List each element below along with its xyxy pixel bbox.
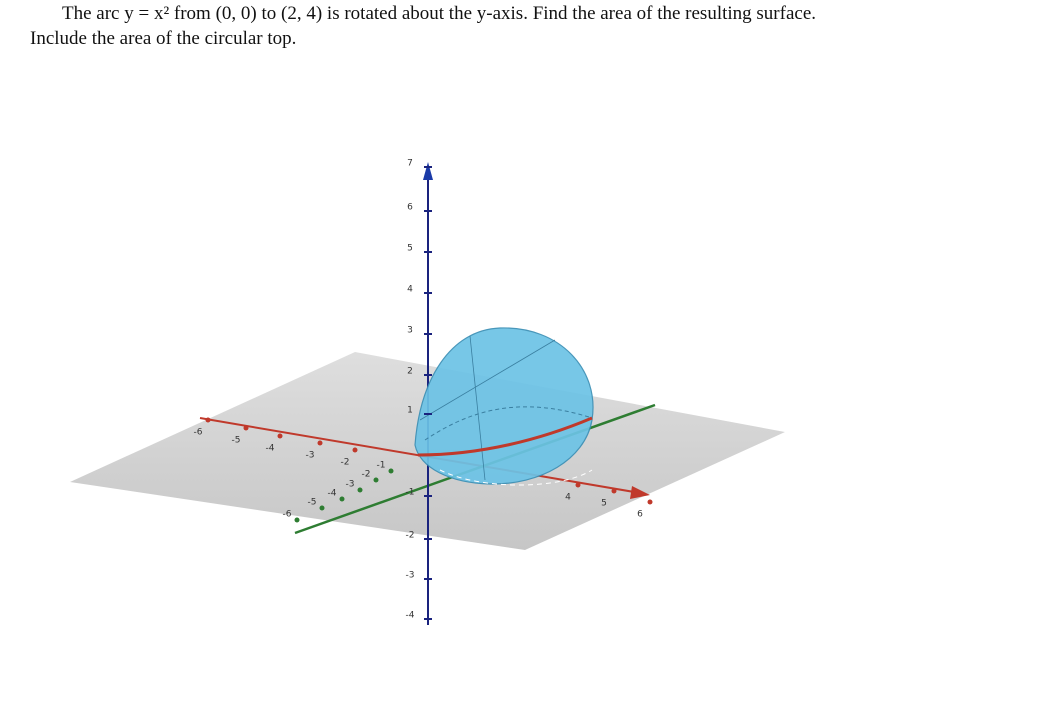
tick-dot: [339, 496, 345, 502]
tick-dot: [317, 440, 323, 446]
axis-label: -1: [377, 461, 386, 471]
paraboloid: [414, 327, 594, 485]
arc: [417, 416, 593, 457]
axis-label: -5: [232, 436, 241, 446]
tick-dot: [611, 488, 617, 494]
tick-dot: [243, 425, 249, 431]
axis-label: -4: [406, 611, 415, 621]
question-line: The arc y = x² from (0, 0) to (2, 4) is …: [62, 3, 817, 24]
tick-dot: [373, 477, 379, 483]
tick-dot: [575, 482, 581, 488]
axis-label: 7: [407, 159, 413, 169]
axis-label: -3: [306, 451, 315, 461]
tick-dot: [352, 447, 358, 453]
arrow: [630, 486, 650, 499]
axis-label: -1: [406, 488, 415, 498]
axis-label: -4: [266, 444, 275, 454]
axis-label: 5: [601, 499, 607, 509]
axis-label: 3: [407, 326, 413, 336]
axis-label: 1: [407, 406, 413, 416]
axis-label: -6: [283, 510, 292, 520]
green-axis: [294, 403, 656, 535]
axis-label: 6: [407, 203, 413, 213]
axis-label: -3: [346, 480, 355, 490]
axis-label: 5: [407, 244, 413, 254]
axis-label: 2: [407, 367, 413, 377]
axis-label: -4: [328, 489, 337, 499]
tick-dot: [294, 517, 300, 523]
question-line: Include the area of the circular top.: [30, 28, 297, 49]
inner-line: [424, 406, 593, 441]
axis-label: -3: [406, 571, 415, 581]
axis-label: -6: [194, 428, 203, 438]
axis-label: -2: [362, 470, 371, 480]
mesh-line: [419, 335, 556, 481]
tick-dot: [319, 505, 325, 511]
dashed-edge: [439, 469, 593, 486]
tick-dot: [647, 499, 653, 505]
axis-label: -5: [308, 498, 317, 508]
axis-label: -2: [406, 531, 415, 541]
axis-label: 4: [565, 493, 571, 503]
tick-dot: [388, 468, 394, 474]
plane: [70, 352, 785, 550]
arrow: [423, 162, 433, 180]
tick-dot: [357, 487, 363, 493]
tick-dot: [277, 433, 283, 439]
tick-dot: [205, 417, 211, 423]
axis-label: 6: [637, 510, 643, 520]
red-axis: [199, 417, 641, 494]
axis-label: 4: [407, 285, 413, 295]
axis-label: -2: [341, 458, 350, 468]
